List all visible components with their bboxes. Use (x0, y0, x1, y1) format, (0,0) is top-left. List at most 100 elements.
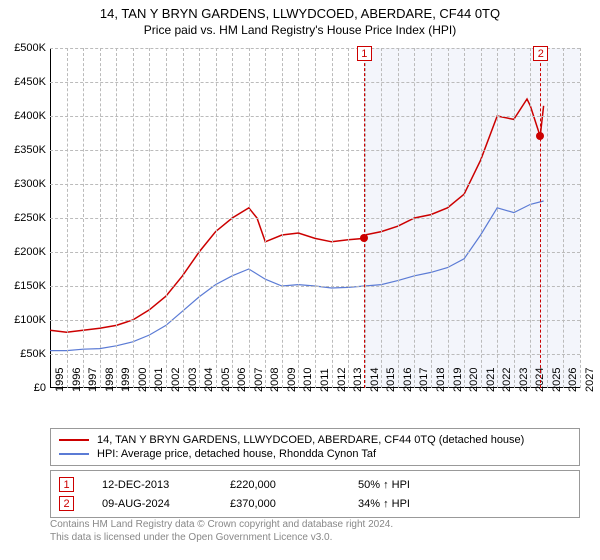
y-axis-label: £100K (14, 314, 46, 326)
event-marker-box: 1 (357, 46, 372, 61)
x-axis-label: 2022 (501, 368, 513, 392)
x-axis-label: 2027 (584, 368, 596, 392)
gridline-v (431, 48, 432, 388)
x-axis-label: 2014 (369, 368, 381, 392)
event-date: 12-DEC-2013 (102, 479, 202, 491)
gridline-v (199, 48, 200, 388)
gridline-v (67, 48, 68, 388)
series-property (50, 99, 544, 332)
gridline-v (381, 48, 382, 388)
legend-label: 14, TAN Y BRYN GARDENS, LLWYDCOED, ABERD… (97, 434, 524, 446)
chart-container: 14, TAN Y BRYN GARDENS, LLWYDCOED, ABERD… (0, 0, 600, 560)
gridline-v (149, 48, 150, 388)
event-price: £370,000 (230, 498, 330, 510)
x-axis-label: 2007 (253, 368, 265, 392)
x-axis-label: 2017 (418, 368, 430, 392)
gridline-v (100, 48, 101, 388)
event-hpi: 34% ↑ HPI (358, 498, 458, 510)
gridline-v (265, 48, 266, 388)
x-axis-label: 2023 (518, 368, 530, 392)
gridline-v (332, 48, 333, 388)
footer-line2: This data is licensed under the Open Gov… (50, 531, 393, 544)
x-axis-label: 2020 (468, 368, 480, 392)
y-axis-label: £50K (20, 348, 46, 360)
x-axis-label: 2025 (551, 368, 563, 392)
chart-title: 14, TAN Y BRYN GARDENS, LLWYDCOED, ABERD… (0, 0, 600, 21)
y-axis-label: £150K (14, 280, 46, 292)
gridline-v (83, 48, 84, 388)
gridline-v (580, 48, 581, 388)
x-axis-label: 2016 (402, 368, 414, 392)
x-axis-label: 1998 (104, 368, 116, 392)
footer: Contains HM Land Registry data © Crown c… (50, 518, 393, 544)
gridline-v (166, 48, 167, 388)
y-axis-label: £500K (14, 42, 46, 54)
gridline-v (232, 48, 233, 388)
y-axis-label: £200K (14, 246, 46, 258)
gridline-v (183, 48, 184, 388)
legend: 14, TAN Y BRYN GARDENS, LLWYDCOED, ABERD… (50, 428, 580, 466)
x-axis-label: 2019 (452, 368, 464, 392)
footer-line1: Contains HM Land Registry data © Crown c… (50, 518, 393, 531)
x-axis-label: 2004 (203, 368, 215, 392)
event-number-box: 2 (59, 496, 74, 511)
gridline-v (348, 48, 349, 388)
x-axis-label: 1997 (87, 368, 99, 392)
x-axis-label: 2002 (170, 368, 182, 392)
gridline-v (116, 48, 117, 388)
y-axis-label: £450K (14, 76, 46, 88)
event-line (540, 48, 541, 388)
chart-area: £0£50K£100K£150K£200K£250K£300K£350K£400… (50, 48, 580, 388)
x-axis-label: 2021 (485, 368, 497, 392)
gridline-v (497, 48, 498, 388)
x-axis-label: 2003 (187, 368, 199, 392)
x-axis-label: 2018 (435, 368, 447, 392)
event-row: 1 12-DEC-2013 £220,000 50% ↑ HPI (59, 475, 571, 494)
gridline-v (481, 48, 482, 388)
gridline-v (398, 48, 399, 388)
gridline-v (315, 48, 316, 388)
x-axis-label: 2008 (269, 368, 281, 392)
x-axis-label: 2011 (319, 368, 331, 392)
event-marker-box: 2 (533, 46, 548, 61)
x-axis-label: 2012 (336, 368, 348, 392)
x-axis-label: 2015 (385, 368, 397, 392)
gridline-v (448, 48, 449, 388)
x-axis-label: 2001 (153, 368, 165, 392)
gridline-v (249, 48, 250, 388)
legend-item: HPI: Average price, detached house, Rhon… (59, 447, 571, 461)
price-marker (536, 132, 544, 140)
event-date: 09-AUG-2024 (102, 498, 202, 510)
event-number-box: 1 (59, 477, 74, 492)
y-axis-label: £400K (14, 110, 46, 122)
price-marker (360, 234, 368, 242)
x-axis-label: 2009 (286, 368, 298, 392)
events-table: 1 12-DEC-2013 £220,000 50% ↑ HPI 2 09-AU… (50, 470, 580, 518)
legend-swatch-property (59, 439, 89, 441)
event-line (364, 48, 365, 388)
gridline-v (464, 48, 465, 388)
gridline-v (547, 48, 548, 388)
gridline-v (514, 48, 515, 388)
x-axis-label: 2026 (567, 368, 579, 392)
x-axis-label: 1999 (120, 368, 132, 392)
x-axis-label: 1996 (71, 368, 83, 392)
chart-subtitle: Price paid vs. HM Land Registry's House … (0, 21, 600, 37)
gridline-v (216, 48, 217, 388)
gridline-v (530, 48, 531, 388)
legend-swatch-hpi (59, 453, 89, 455)
gridline-v (298, 48, 299, 388)
y-axis-label: £350K (14, 144, 46, 156)
x-axis-label: 2006 (236, 368, 248, 392)
x-axis-label: 2005 (220, 368, 232, 392)
gridline-v (414, 48, 415, 388)
x-axis-label: 2010 (302, 368, 314, 392)
legend-label: HPI: Average price, detached house, Rhon… (97, 448, 376, 460)
y-axis-label: £300K (14, 178, 46, 190)
x-axis-label: 2013 (352, 368, 364, 392)
x-axis-label: 2000 (137, 368, 149, 392)
x-axis-label: 1995 (54, 368, 66, 392)
y-axis-label: £250K (14, 212, 46, 224)
event-row: 2 09-AUG-2024 £370,000 34% ↑ HPI (59, 494, 571, 513)
gridline-v (563, 48, 564, 388)
